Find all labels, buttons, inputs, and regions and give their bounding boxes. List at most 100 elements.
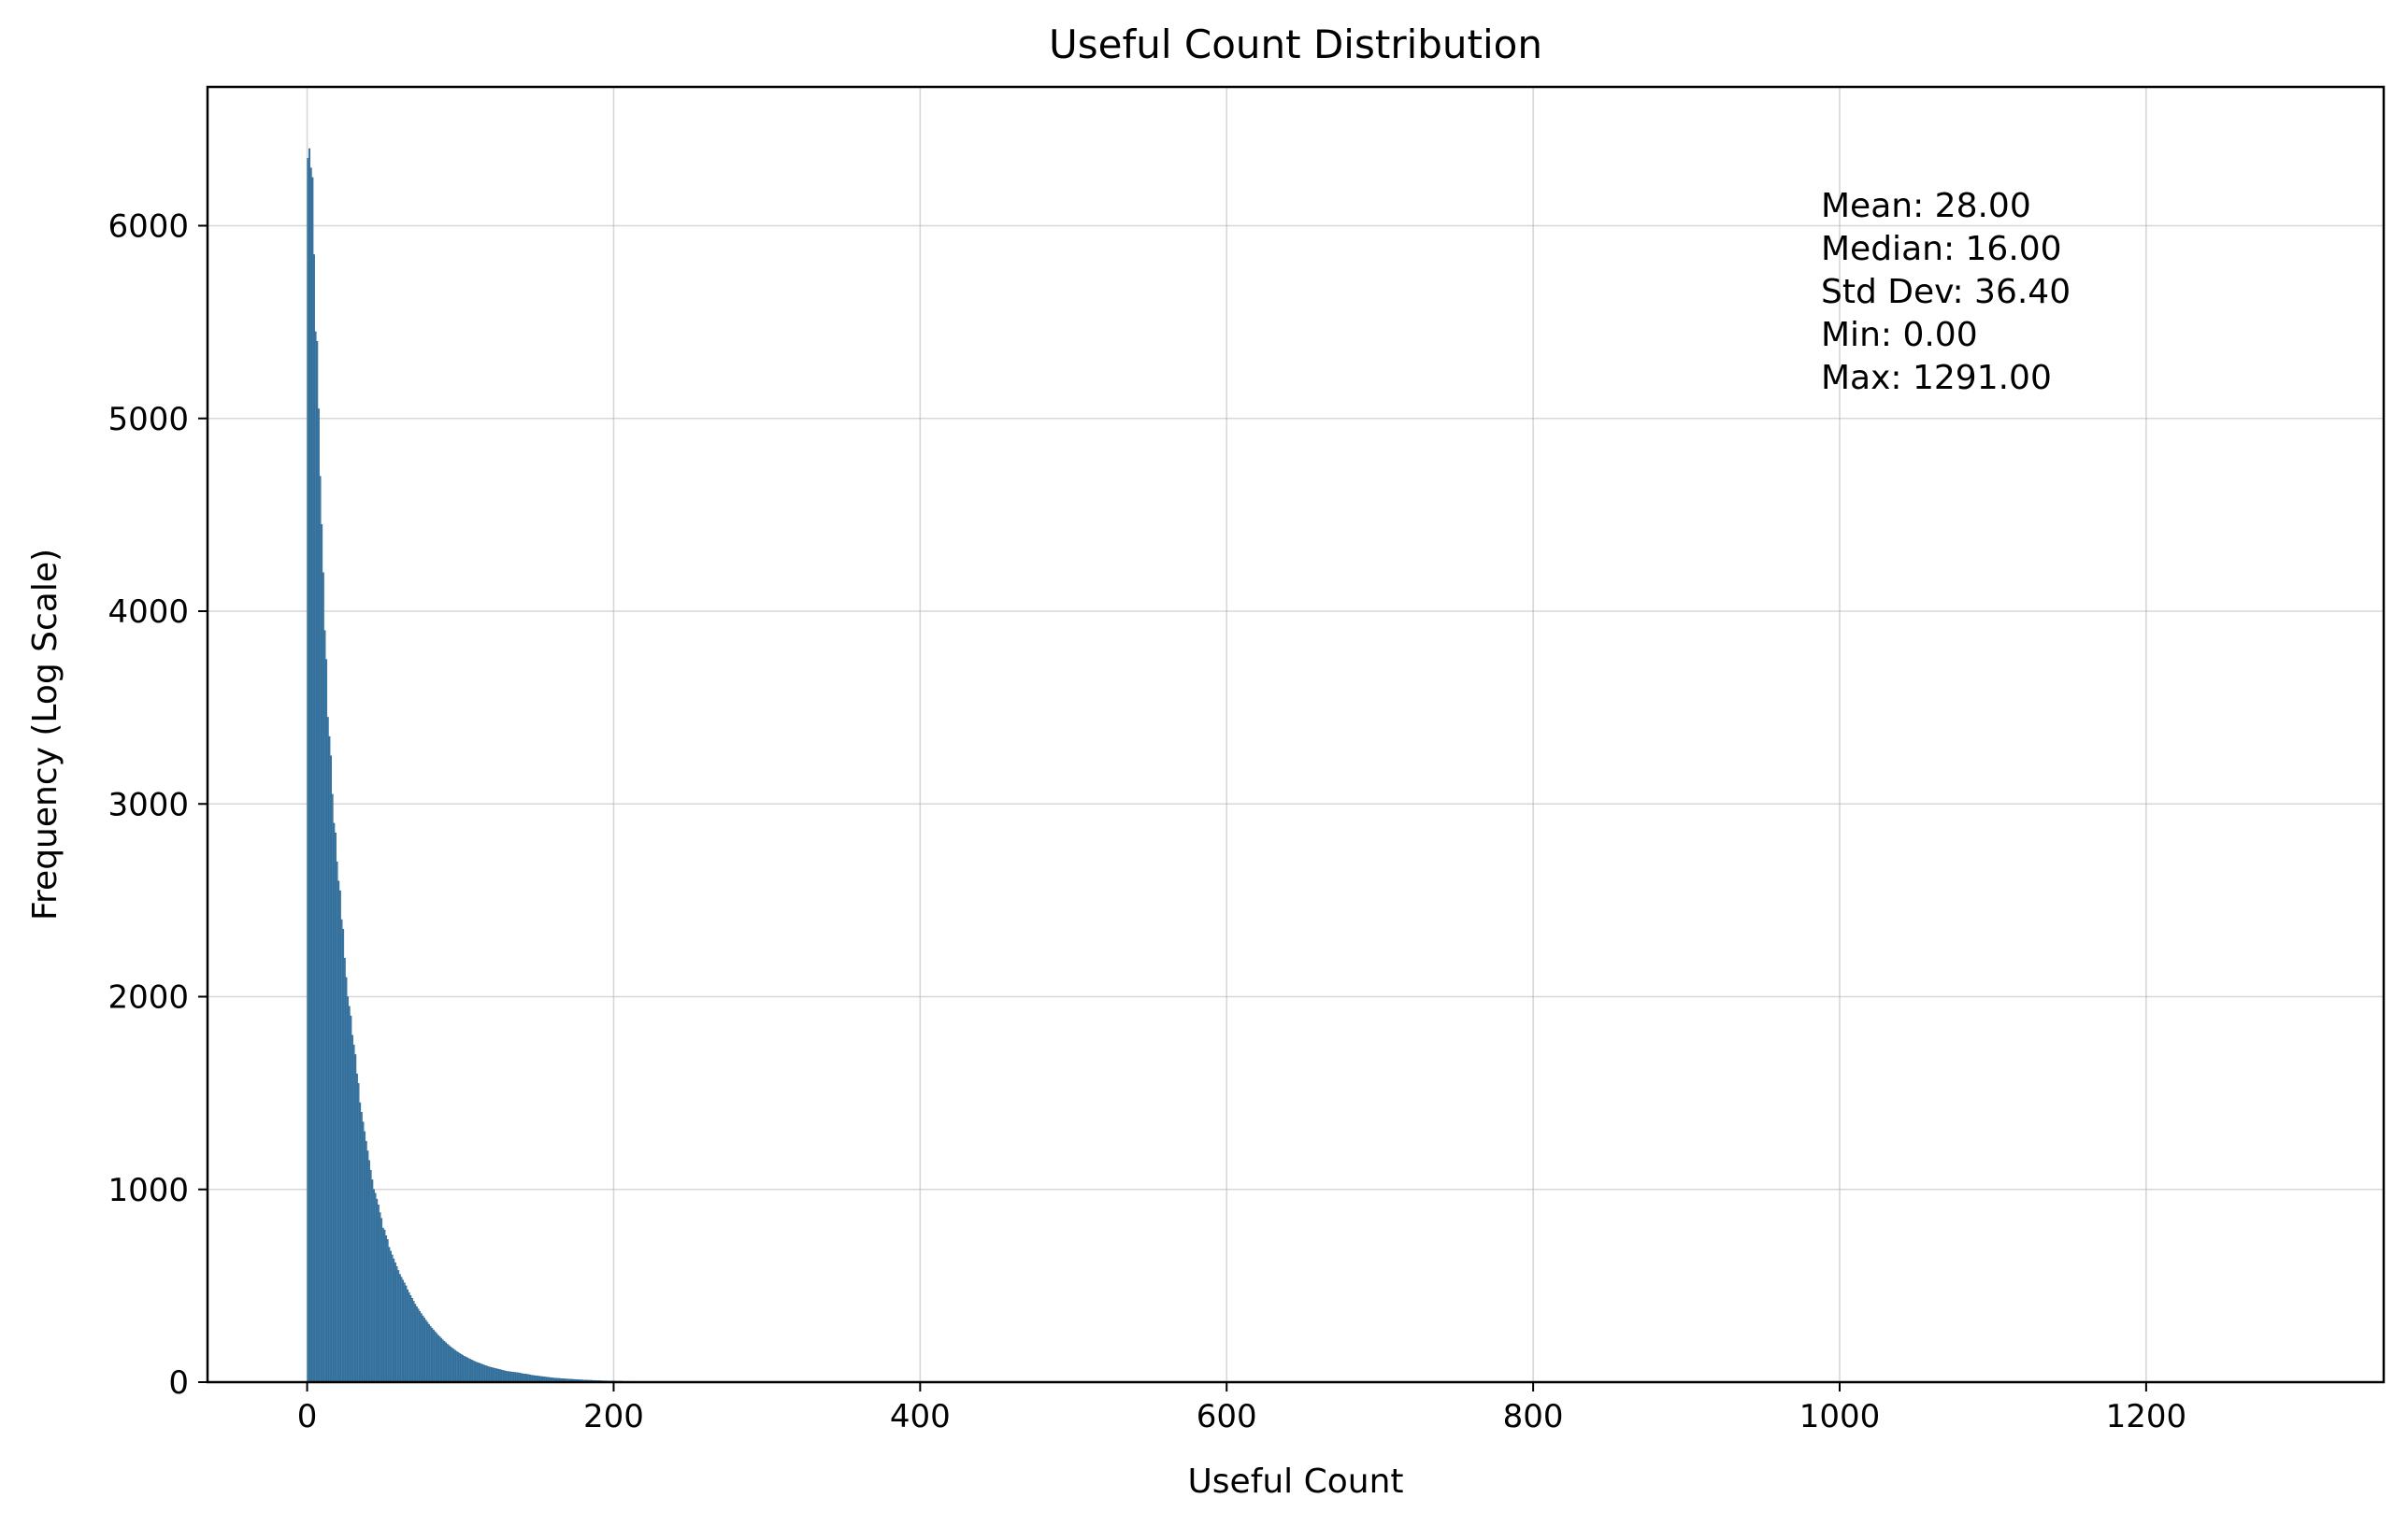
histogram-bar	[501, 1370, 504, 1383]
histogram-bar	[448, 1345, 451, 1383]
histogram-bar	[486, 1365, 489, 1383]
y-tick-label: 4000	[108, 593, 189, 631]
histogram-bar	[477, 1362, 480, 1383]
histogram-bar	[414, 1304, 417, 1383]
stats-min: Min: 0.00	[1821, 316, 1978, 354]
histogram-bar	[381, 1227, 384, 1383]
histogram-bar	[465, 1356, 467, 1383]
histogram-bar	[520, 1373, 523, 1383]
histogram-bar	[470, 1360, 473, 1383]
histogram-bar	[403, 1282, 406, 1383]
histogram-bar	[436, 1333, 438, 1383]
histogram-bar	[398, 1274, 401, 1383]
x-tick-label: 600	[1197, 1398, 1257, 1435]
histogram-bar	[366, 1150, 369, 1383]
histogram-bar	[491, 1367, 494, 1383]
x-tick-label: 0	[297, 1398, 318, 1435]
histogram-bar	[452, 1349, 455, 1383]
chart-title: Useful Count Distribution	[1049, 21, 1542, 67]
histogram-bar	[467, 1358, 470, 1383]
histogram-bar	[383, 1229, 386, 1383]
histogram-bar	[323, 630, 326, 1383]
y-tick-label: 0	[168, 1364, 189, 1402]
x-axis-label: Useful Count	[1187, 1463, 1403, 1501]
histogram-bar	[434, 1331, 437, 1383]
histogram-bar	[515, 1372, 518, 1383]
histogram-bar	[492, 1367, 494, 1383]
histogram-bar	[512, 1372, 515, 1383]
histogram-bar	[429, 1325, 432, 1383]
histogram-bar	[525, 1374, 528, 1383]
histogram-bar	[395, 1266, 398, 1383]
histogram-bar	[340, 919, 343, 1383]
histogram-bar	[489, 1366, 492, 1383]
histogram-bar	[474, 1361, 477, 1383]
histogram-bar	[322, 572, 324, 1383]
histogram-bar	[482, 1364, 485, 1383]
histogram-bar	[317, 408, 320, 1383]
x-tick-label: 1000	[1799, 1398, 1881, 1435]
x-tick-label: 400	[890, 1398, 951, 1435]
histogram-bar	[422, 1315, 424, 1383]
histogram-bar	[326, 717, 329, 1383]
histogram-bar	[432, 1329, 435, 1383]
y-tick-label: 5000	[108, 401, 189, 438]
histogram-bar	[431, 1328, 434, 1383]
histogram-bar	[417, 1308, 420, 1383]
histogram-bar	[309, 167, 312, 1383]
plot-area-frame	[206, 85, 2386, 1384]
histogram-bar	[481, 1363, 484, 1383]
histogram-bar	[426, 1321, 429, 1383]
histogram-bar	[384, 1235, 388, 1383]
histogram-bar	[388, 1247, 391, 1383]
histogram-bar	[503, 1370, 506, 1383]
histogram-bar	[496, 1368, 499, 1383]
histogram-bar	[316, 341, 319, 1383]
histogram-bar	[312, 254, 315, 1383]
histogram-bar	[333, 822, 336, 1383]
histogram-bar	[362, 1121, 365, 1383]
histogram-bar	[424, 1320, 427, 1383]
histogram-bar	[345, 977, 348, 1383]
histogram-bar	[334, 832, 337, 1383]
x-tick-label: 800	[1503, 1398, 1564, 1435]
histogram-bar	[354, 1054, 357, 1383]
stats-max: Max: 1291.00	[1821, 359, 2052, 397]
y-tick-label: 3000	[108, 786, 189, 823]
histogram-bar	[524, 1374, 527, 1383]
x-tick-label: 1200	[2106, 1398, 2187, 1435]
histogram-bar	[420, 1313, 423, 1383]
histogram-bar	[495, 1368, 498, 1383]
histogram-bar	[365, 1140, 367, 1383]
histogram-bar	[513, 1372, 516, 1383]
histogram-bar	[458, 1352, 461, 1383]
histogram-bar	[386, 1239, 389, 1383]
stats-mean: Mean: 28.00	[1821, 187, 2031, 225]
histogram-bar	[508, 1371, 510, 1383]
histogram-bar	[523, 1373, 525, 1383]
histogram-bar	[463, 1355, 466, 1383]
histogram-bar	[498, 1369, 501, 1383]
histogram-bar	[427, 1323, 430, 1383]
histogram-bar	[419, 1310, 422, 1383]
histogram-bar	[494, 1367, 496, 1383]
histogram-bar	[376, 1198, 379, 1383]
histogram-bar	[307, 158, 309, 1383]
histogram-bar	[449, 1346, 452, 1383]
histogram-bar	[328, 735, 331, 1383]
histogram-bar	[372, 1189, 375, 1383]
histogram-bar	[443, 1341, 446, 1383]
histogram-bar	[412, 1301, 415, 1383]
histogram-bar	[336, 861, 338, 1383]
histogram-bar	[394, 1262, 396, 1383]
y-tick-label: 2000	[108, 979, 189, 1017]
histogram-bar	[367, 1160, 370, 1383]
histogram-bar	[329, 755, 332, 1383]
histogram-bar	[457, 1351, 460, 1383]
histogram-bar	[480, 1363, 482, 1383]
y-tick-label: 1000	[108, 1172, 189, 1209]
histogram-bar	[516, 1372, 520, 1383]
histogram-bar	[478, 1363, 481, 1383]
histogram-bar	[460, 1353, 463, 1383]
